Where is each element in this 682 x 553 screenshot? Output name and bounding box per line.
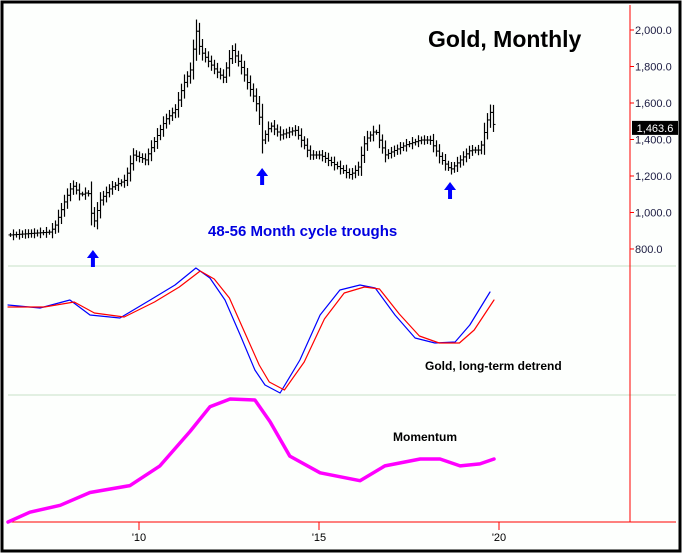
- y-axis-ticks: 800.0 1,000.0 1,200.0 1,400.0 1,600.0 1,800.0…: [630, 25, 672, 256]
- detrend-panel-label: Gold, long-term detrend: [425, 359, 562, 373]
- last-price-tag: 1,463.6: [632, 120, 678, 135]
- x-tick-label: '10: [132, 532, 146, 544]
- cycle-annotation: 48-56 Month cycle troughs: [208, 223, 397, 240]
- up-arrow-icon: [444, 182, 457, 199]
- y-tick-label: 1,800.0: [635, 61, 672, 73]
- y-tick-label: 2,000.0: [635, 25, 672, 37]
- up-arrow-icon: [256, 168, 269, 185]
- chart-title: Gold, Monthly: [428, 26, 582, 52]
- price-bar: [491, 104, 496, 132]
- detrend-fast-line: [7, 267, 491, 394]
- up-arrow-icon: [86, 250, 99, 267]
- x-tick-label: '20: [492, 532, 506, 544]
- last-price-label: 1,463.6: [637, 123, 674, 135]
- momentum-panel-label: Momentum: [393, 430, 457, 444]
- x-tick-label: '15: [312, 532, 326, 544]
- x-axis-ticks: '10 '15 '20: [132, 522, 506, 544]
- y-tick-label: 1,400.0: [635, 134, 672, 146]
- y-tick-label: 1,200.0: [635, 171, 672, 183]
- y-tick-label: 1,600.0: [635, 98, 672, 110]
- momentum-line: [6, 397, 496, 524]
- detrend-slow-line: [7, 270, 495, 391]
- y-tick-label: 1,000.0: [635, 207, 672, 219]
- price-bars: [8, 19, 496, 241]
- indicator-lines: [6, 267, 496, 524]
- cycle-trough-arrows: [86, 168, 457, 267]
- y-tick-label: 800.0: [635, 244, 663, 256]
